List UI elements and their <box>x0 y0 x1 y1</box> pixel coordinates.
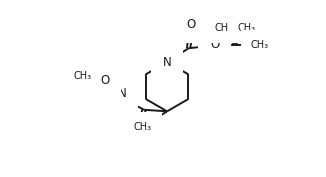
Text: CH₃: CH₃ <box>73 70 92 81</box>
Text: CH₃: CH₃ <box>215 23 233 33</box>
Text: N: N <box>117 87 126 100</box>
Text: O: O <box>100 75 109 87</box>
Text: O: O <box>186 18 196 31</box>
Text: CH₃: CH₃ <box>134 122 152 132</box>
Text: O: O <box>210 38 219 51</box>
Text: CH₃: CH₃ <box>237 23 256 33</box>
Text: CH₃: CH₃ <box>250 40 269 50</box>
Text: O: O <box>136 126 145 139</box>
Text: CH₃: CH₃ <box>127 127 145 137</box>
Text: N: N <box>163 56 171 68</box>
